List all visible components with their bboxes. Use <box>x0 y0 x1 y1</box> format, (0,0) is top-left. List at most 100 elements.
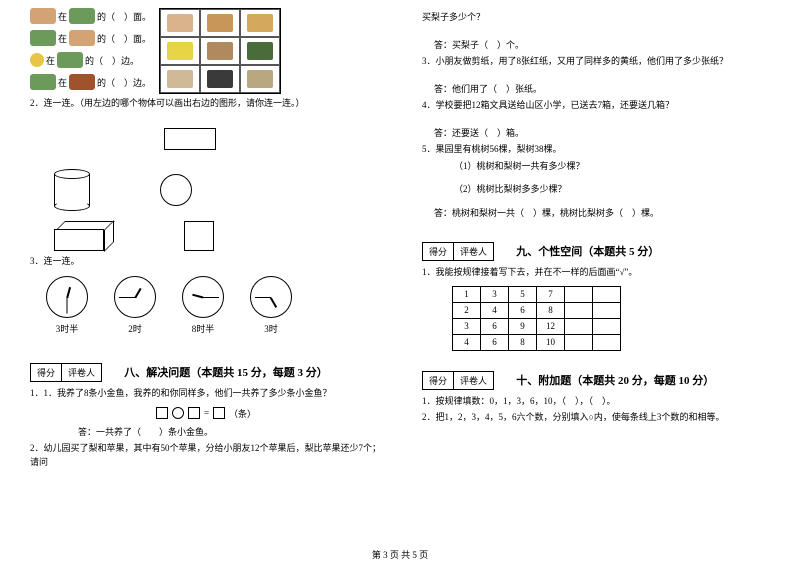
score-label: 得分 <box>423 243 454 260</box>
shape-row <box>54 169 382 211</box>
q4: 4．学校要把12箱文具送给山区小学，已送去7箱，还要送几箱？ <box>422 99 776 113</box>
section-10-title: 十、附加题（本题共 20 分，每题 10 分） <box>516 372 714 388</box>
q5-ans: 答：桃树和梨树一共（ ）棵，桃树比梨树多（ ）棵。 <box>422 207 776 221</box>
score-row: 得分 评卷人 八、解决问题（本题共 15 分，每题 3 分） <box>30 353 382 384</box>
cell: 3 <box>481 286 509 302</box>
cell: 6 <box>509 302 537 318</box>
cube-3d-icon <box>54 119 94 159</box>
r1: 买梨子多少个？ <box>422 11 776 25</box>
text: 的（ ）面。 <box>97 10 151 23</box>
score-box: 得分 评卷人 <box>422 242 494 261</box>
animal-icon <box>69 8 95 24</box>
cell <box>565 318 593 334</box>
shape-row <box>54 221 382 251</box>
animal-thumb <box>207 14 233 32</box>
clock-label: 3时 <box>264 322 278 335</box>
clock-label: 2时 <box>128 322 142 335</box>
clock-icon <box>46 276 88 318</box>
rectangle-icon <box>164 128 216 150</box>
cell: 6 <box>481 334 509 350</box>
cell: 12 <box>537 318 565 334</box>
cylinder-3d-icon <box>54 169 90 211</box>
score-box: 得分 评卷人 <box>422 371 494 390</box>
section-8-title: 八、解决问题（本题共 15 分，每题 3 分） <box>124 364 328 380</box>
left-column: 在 的（ ）面。 在 的（ ）面。 在 的（ ）边。 <box>0 0 400 540</box>
equation-box: = （条） <box>126 407 286 420</box>
q5: 5．果园里有桃树56棵，梨树38棵。 <box>422 143 776 157</box>
r1-ans: 答：买梨子（ ）个。 <box>422 39 776 53</box>
position-lines: 在 的（ ）面。 在 的（ ）面。 在 的（ ）边。 <box>30 8 151 90</box>
grid-cell <box>160 37 200 65</box>
cell: 1 <box>453 286 481 302</box>
clock-unit: 8时半 <box>182 276 224 335</box>
animal-icon <box>30 8 56 24</box>
cuboid-3d-icon <box>54 221 114 251</box>
right-column: 买梨子多少个？ 答：买梨子（ ）个。 3．小朋友做剪纸，用了8张红纸，又用了同样… <box>400 0 800 540</box>
clock-icon <box>114 276 156 318</box>
grid-cell <box>240 65 280 93</box>
reviewer-label: 评卷人 <box>454 243 493 260</box>
score-label: 得分 <box>423 372 454 389</box>
text: 的（ ）边。 <box>97 76 151 89</box>
score-box: 得分 评卷人 <box>30 363 102 382</box>
cell <box>565 334 593 350</box>
clock-label: 8时半 <box>192 322 215 335</box>
grid-cell <box>200 9 240 37</box>
table-row: 3 6 9 12 <box>453 318 621 334</box>
square-blank-icon <box>156 407 168 419</box>
equals: = <box>204 408 209 418</box>
q4-ans: 答：还要送（ ）箱。 <box>422 127 776 141</box>
cell: 4 <box>453 334 481 350</box>
cell <box>593 302 621 318</box>
reviewer-label: 评卷人 <box>454 372 493 389</box>
pos-line: 在 的（ ）面。 <box>30 30 151 46</box>
circle-icon <box>160 174 192 206</box>
animal-thumb <box>207 70 233 88</box>
cell: 8 <box>537 302 565 318</box>
q5-1: （1）桃树和梨树一共有多少棵？ <box>422 160 776 174</box>
s8-q2: 2．幼儿园买了梨和苹果，其中有50个苹果，分给小朋友12个苹果后，梨比苹果还少7… <box>30 442 382 469</box>
clock-label: 3时半 <box>56 322 79 335</box>
animal-thumb <box>247 42 273 60</box>
clock-unit: 2时 <box>114 276 156 335</box>
clock-unit: 3时半 <box>46 276 88 335</box>
pos-line: 在 的（ ）边。 <box>30 52 151 68</box>
cell <box>565 302 593 318</box>
cell <box>593 334 621 350</box>
animal-thumb <box>207 42 233 60</box>
animal-icon <box>30 53 44 67</box>
q3-text: 3．连一连。 <box>30 255 382 269</box>
pattern-table: 1 3 5 7 2 4 6 8 3 6 9 12 <box>452 286 621 351</box>
text: 的（ ）面。 <box>97 32 151 45</box>
square-blank-icon <box>213 407 225 419</box>
animal-icon <box>30 74 56 90</box>
clock-unit: 3时 <box>250 276 292 335</box>
animal-icon <box>69 74 95 90</box>
shapes-match <box>54 119 382 251</box>
s9-q1: 1．我能按规律接着写下去，并在不一样的后面画“√”。 <box>422 266 776 280</box>
grid-cell <box>240 9 280 37</box>
animal-grid <box>159 8 281 94</box>
position-exercise: 在 的（ ）面。 在 的（ ）面。 在 的（ ）边。 <box>30 8 382 94</box>
clock-icon <box>250 276 292 318</box>
text: 的（ ）边。 <box>85 54 139 67</box>
cell: 5 <box>509 286 537 302</box>
square-blank-icon <box>188 407 200 419</box>
animal-thumb <box>247 70 273 88</box>
text: 在 <box>58 10 67 23</box>
page: 在 的（ ）面。 在 的（ ）面。 在 的（ ）边。 <box>0 0 800 540</box>
s8-a1: 答：一共养了（ ）条小金鱼。 <box>30 426 382 440</box>
grid-cell <box>200 37 240 65</box>
clocks-row: 3时半 2时 8时半 3时 <box>46 276 382 335</box>
cell: 8 <box>509 334 537 350</box>
page-footer: 第 3 页 共 5 页 <box>0 548 800 561</box>
unit: （条） <box>229 407 256 420</box>
text: 在 <box>58 32 67 45</box>
cell <box>565 286 593 302</box>
clock-icon <box>182 276 224 318</box>
animal-icon <box>30 30 56 46</box>
animal-thumb <box>167 14 193 32</box>
s10-q1: 1．按规律填数：0，1，3，6，10，（ ），（ ）。 <box>422 395 776 409</box>
pos-line: 在 的（ ）面。 <box>30 8 151 24</box>
text: 在 <box>46 54 55 67</box>
